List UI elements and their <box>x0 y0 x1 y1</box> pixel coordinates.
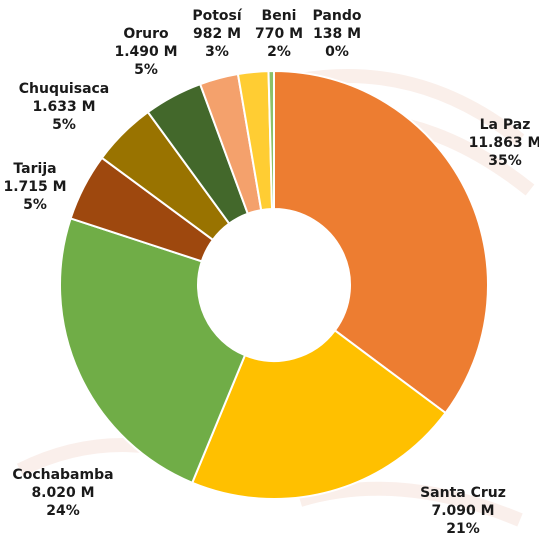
slice-cochabamba <box>59 217 247 485</box>
label-value: 11.863 M <box>468 135 539 151</box>
label-percent: 0% <box>325 44 349 60</box>
label-pando: Pando 138 M 0% <box>313 7 362 61</box>
label-value: 8.020 M <box>31 485 95 501</box>
label-name: Oruro <box>123 26 169 42</box>
label-percent: 5% <box>134 62 158 78</box>
label-percent: 21% <box>446 521 480 537</box>
label-name: Santa Cruz <box>420 485 506 501</box>
label-percent: 5% <box>23 197 47 213</box>
label-percent: 5% <box>52 117 76 133</box>
label-tarija: Tarija 1.715 M 5% <box>3 160 66 214</box>
slice-la-paz <box>273 69 489 415</box>
label-name: La Paz <box>479 117 531 133</box>
label-name: Tarija <box>13 161 57 177</box>
label-santa-cruz: Santa Cruz 7.090 M 21% <box>420 484 506 538</box>
label-name: Potosí <box>192 8 242 24</box>
label-name: Beni <box>261 8 297 24</box>
label-value: 138 M <box>312 26 362 42</box>
label-potosi: Potosí 982 M 3% <box>192 7 241 61</box>
label-chuquisaca: Chuquisaca 1.633 M 5% <box>19 80 110 134</box>
label-name: Chuquisaca <box>18 81 110 97</box>
label-value: 1.633 M <box>32 99 96 115</box>
label-name: Cochabamba <box>12 467 114 483</box>
label-percent: 3% <box>205 44 229 60</box>
label-cochabamba: Cochabamba 8.020 M 24% <box>12 466 113 520</box>
label-name: Pando <box>312 8 362 24</box>
label-value: 1.715 M <box>3 179 67 195</box>
slice-pando <box>267 69 275 211</box>
label-beni: Beni 770 M 2% <box>255 7 303 61</box>
label-percent: 2% <box>267 44 291 60</box>
label-la-paz: La Paz 11.863 M 35% <box>469 116 539 170</box>
label-oruro: Oruro 1.490 M 5% <box>114 25 177 79</box>
label-value: 770 M <box>254 26 304 42</box>
slice-santa-cruz <box>190 329 447 500</box>
label-value: 982 M <box>192 26 242 42</box>
label-value: 7.090 M <box>431 503 495 519</box>
label-value: 1.490 M <box>114 44 178 60</box>
label-percent: 35% <box>488 153 522 169</box>
label-percent: 24% <box>46 503 80 519</box>
